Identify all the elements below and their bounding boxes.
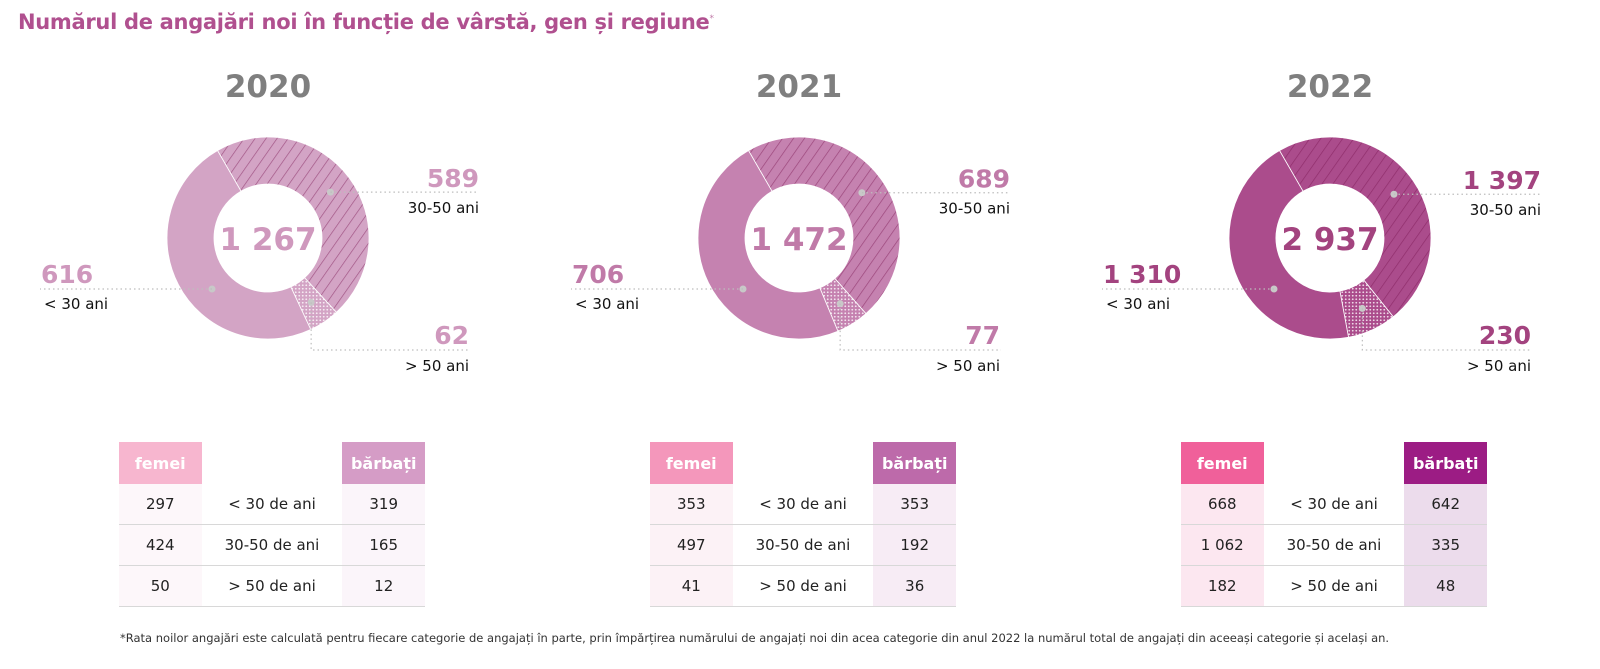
cell-men: 36 [873,565,956,607]
cell-women: 1 062 [1181,524,1264,566]
table-row: 668 < 30 de ani 642 [1181,484,1487,525]
page-title-text: Numărul de angajări noi în funcție de vâ… [18,10,710,34]
total-value: 1 472 [750,222,847,258]
header-men: bărbați [873,442,956,484]
cell-age-label: < 30 de ani [201,484,343,525]
cell-men: 335 [1404,524,1487,566]
callout-line [310,302,470,351]
table-row: 297 < 30 de ani 319 [119,484,425,525]
cell-women: 297 [119,484,202,525]
cell-age-label: 30-50 de ani [1263,524,1405,566]
callout-line [839,303,1001,351]
slice-30-ani [1228,149,1349,340]
cell-age-label: < 30 de ani [732,484,874,525]
category-label: < 30 ani [44,295,108,313]
value-label: 706 [572,260,624,289]
cell-age-label: > 50 de ani [201,565,343,607]
cell-men: 165 [342,524,425,566]
total-value: 1 267 [219,222,316,258]
table-row: 182 > 50 de ani 48 [1181,565,1487,607]
cell-men: 192 [873,524,956,566]
footnote: *Rata noilor angajări este calculată pen… [120,631,1390,645]
cell-women: 424 [119,524,202,566]
year-heading: 2020 [225,69,311,105]
category-label: < 30 ani [575,295,639,313]
value-label: 616 [41,260,93,289]
cell-men: 353 [873,484,956,525]
table-row: 1 062 30-50 de ani 335 [1181,524,1487,566]
header-women: femei [119,442,202,484]
donut-charts: 2020 1 267 589 30-50 ani 616 < 30 ani 62 > 50 a… [40,69,1541,375]
cell-men: 12 [342,565,425,607]
slice-30-50-ani [747,136,901,315]
cell-men: 48 [1404,565,1487,607]
value-label: 589 [427,164,479,193]
slice-30-ani [166,149,312,340]
cell-women: 353 [650,484,733,525]
cell-women: 41 [650,565,733,607]
title-footnote-mark: * [709,14,714,24]
table-row: 41 > 50 de ani 36 [650,565,956,607]
value-label: 1 397 [1463,166,1541,195]
slice-30-ani [697,149,839,340]
category-label: 30-50 ani [1470,201,1541,219]
table-row: 497 30-50 de ani 192 [650,524,956,566]
category-label: < 30 ani [1106,295,1170,313]
header-women: femei [650,442,733,484]
cell-age-label: 30-50 de ani [201,524,343,566]
page-title: Numărul de angajări noi în funcție de vâ… [18,10,714,34]
cell-women: 668 [1181,484,1264,525]
cell-age-label: > 50 de ani [1263,565,1405,607]
cell-age-label: 30-50 de ani [732,524,874,566]
cell-age-label: < 30 de ani [1263,484,1405,525]
category-label: 30-50 ani [408,199,479,217]
cell-men: 319 [342,484,425,525]
gender-table-2021: femei bărbați 353 < 30 de ani 353 497 30… [650,442,956,607]
value-label: 230 [1479,321,1531,350]
value-label: 689 [958,165,1010,194]
gender-table-2020: femei bărbați 297 < 30 de ani 319 424 30… [119,442,425,607]
value-label: 1 310 [1103,260,1181,289]
header-men: bărbați [1404,442,1487,484]
callout-line [1361,308,1532,351]
cell-women: 50 [119,565,202,607]
year-heading: 2021 [756,69,842,105]
cell-women: 497 [650,524,733,566]
year-heading: 2022 [1287,69,1373,105]
value-label: 77 [965,321,1000,350]
value-label: 62 [434,321,469,350]
header-women: femei [1181,442,1264,484]
category-label: 30-50 ani [939,200,1010,218]
header-men: bărbați [342,442,425,484]
category-label: > 50 ani [405,357,469,375]
category-label: > 50 ani [1467,357,1531,375]
table-row: 50 > 50 de ani 12 [119,565,425,607]
category-label: > 50 ani [936,357,1000,375]
slice-30-50-ani [216,136,370,313]
donut-2022 [1228,136,1432,340]
cell-men: 642 [1404,484,1487,525]
cell-age-label: > 50 de ani [732,565,874,607]
table-row: 424 30-50 de ani 165 [119,524,425,566]
cell-women: 182 [1181,565,1264,607]
table-row: 353 < 30 de ani 353 [650,484,956,525]
total-value: 2 937 [1281,222,1378,258]
gender-table-2022: femei bărbați 668 < 30 de ani 642 1 062 … [1181,442,1487,607]
slice-30-50-ani [1278,136,1432,318]
